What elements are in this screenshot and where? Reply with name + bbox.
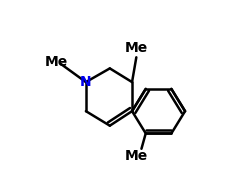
Text: Me: Me [44,55,68,69]
Text: N: N [80,75,92,89]
Text: Me: Me [125,41,148,55]
Text: Me: Me [125,149,148,163]
